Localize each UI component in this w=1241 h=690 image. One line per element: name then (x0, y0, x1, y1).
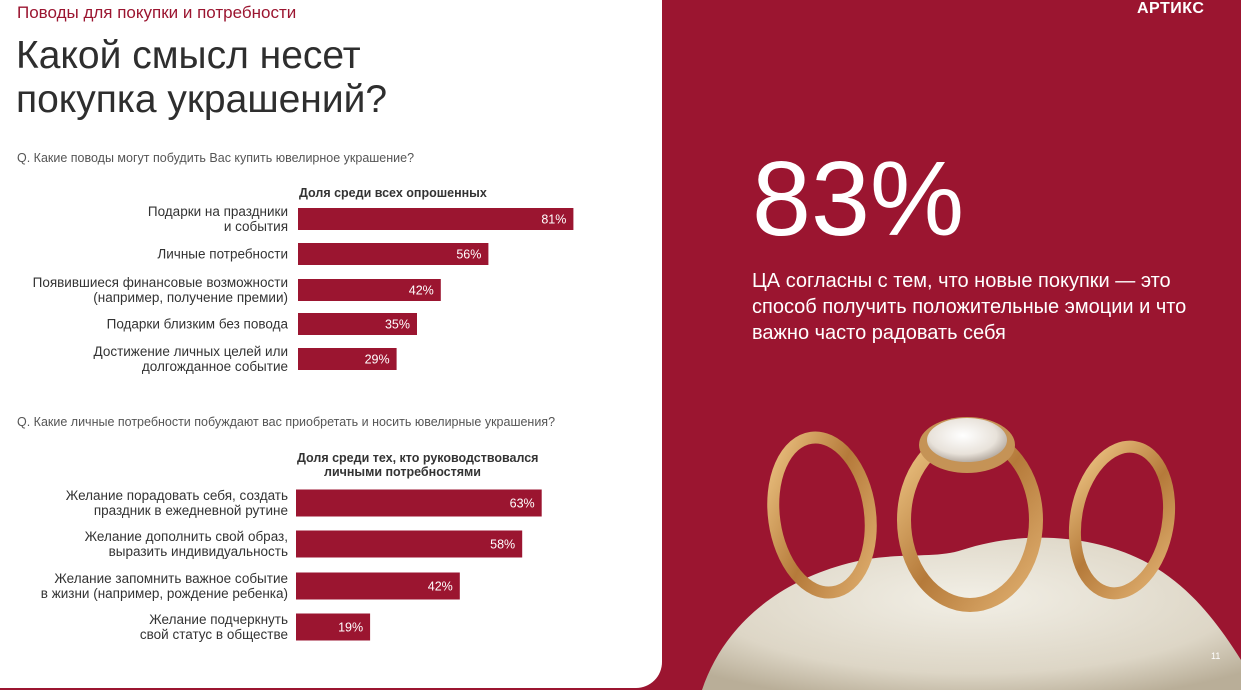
chart-1-category-label-3-line-2: (например, получение премии) (93, 290, 288, 305)
chart-1-bar-5 (298, 348, 397, 370)
chart-1-column-header: Доля среди всех опрошенных (299, 186, 487, 200)
brand-logo: АРТИКС (1137, 0, 1205, 17)
chart-1-value-label-4: 35% (385, 318, 410, 332)
rings-photo (702, 417, 1241, 690)
section-label: Поводы для покупки и потребности (17, 3, 297, 22)
chart-2-value-label-2: 58% (490, 538, 515, 552)
left-panel: Поводы для покупки и потребности Какой с… (0, 0, 662, 688)
chart-2-value-label-4: 19% (338, 621, 363, 635)
chart-2-category-label-3-line-1: Желание запомнить важное событие (54, 571, 288, 586)
question-1: Q. Какие поводы могут побудить Вас купит… (17, 151, 415, 165)
page-number: 11 (1211, 651, 1221, 661)
question-2: Q. Какие личные потребности побуждают ва… (17, 415, 556, 429)
title-line-2: покупка украшений? (16, 78, 388, 121)
chart-2-category-label-1-line-2: праздник в ежедневной рутине (94, 503, 288, 518)
chart-2-category-label-1-line-1: Желание порадовать себя, создать (66, 488, 288, 503)
chart-2-category-label-4-line-2: свой статус в обществе (140, 627, 288, 642)
chart-1-category-label-5-line-2: долгожданное событие (142, 359, 288, 374)
page-title: Какой смысл несет покупка украшений? (16, 34, 387, 122)
chart-1-bar-4 (298, 313, 417, 335)
chart-1-value-label-2: 56% (456, 248, 481, 262)
title-line-1: Какой смысл несет (16, 34, 361, 77)
chart-2-category-label-2-line-1: Желание дополнить свой образ, (85, 529, 288, 544)
big-stat-value: 83% (752, 140, 965, 258)
chart-1-bar-3 (298, 279, 441, 301)
chart-2-category-label-3-line-2: в жизни (например, рождение ребенка) (41, 586, 288, 601)
chart-2-value-label-1: 63% (510, 497, 535, 511)
stat-description: ЦА согласны с тем, что новые покупки — э… (752, 270, 1187, 344)
chart-1-category-label-1-line-1: Подарки на праздники (148, 204, 288, 219)
chart-2-bar-1 (296, 489, 542, 517)
chart-2-category-label-4-line-1: Желание подчеркнуть (149, 612, 288, 627)
chart-1-value-label-3: 42% (409, 284, 434, 298)
chart-1-category-label-4-line-1: Подарки близким без повода (107, 317, 289, 332)
chart-1-category-label-2-line-1: Личные потребности (157, 247, 288, 262)
chart-2-header-line-2: личными потребностями (324, 465, 481, 479)
chart-2-bar-3 (296, 572, 460, 600)
chart-2-bar-4 (296, 613, 371, 641)
chart-1-category-label-5-line-1: Достижение личных целей или (94, 344, 288, 359)
chart-2-header-line-1: Доля среди тех, кто руководствовался (297, 451, 539, 465)
chart-1-value-label-5: 29% (365, 353, 390, 367)
chart-2-column-header: Доля среди тех, кто руководствовался лич… (297, 451, 538, 479)
chart-1-value-label-1: 81% (541, 213, 566, 227)
chart-2-bar-2 (296, 530, 523, 558)
chart-2-value-label-3: 42% (428, 580, 453, 594)
chart-1-bar-1 (298, 208, 574, 230)
chart-1-category-label-1-line-2: и события (224, 219, 288, 234)
chart-1-category-label-3-line-1: Появившиеся финансовые возможности (33, 275, 288, 290)
chart-2-category-label-2-line-2: выразить индивидуальность (109, 544, 288, 559)
chart-1-bar-2 (298, 243, 489, 265)
